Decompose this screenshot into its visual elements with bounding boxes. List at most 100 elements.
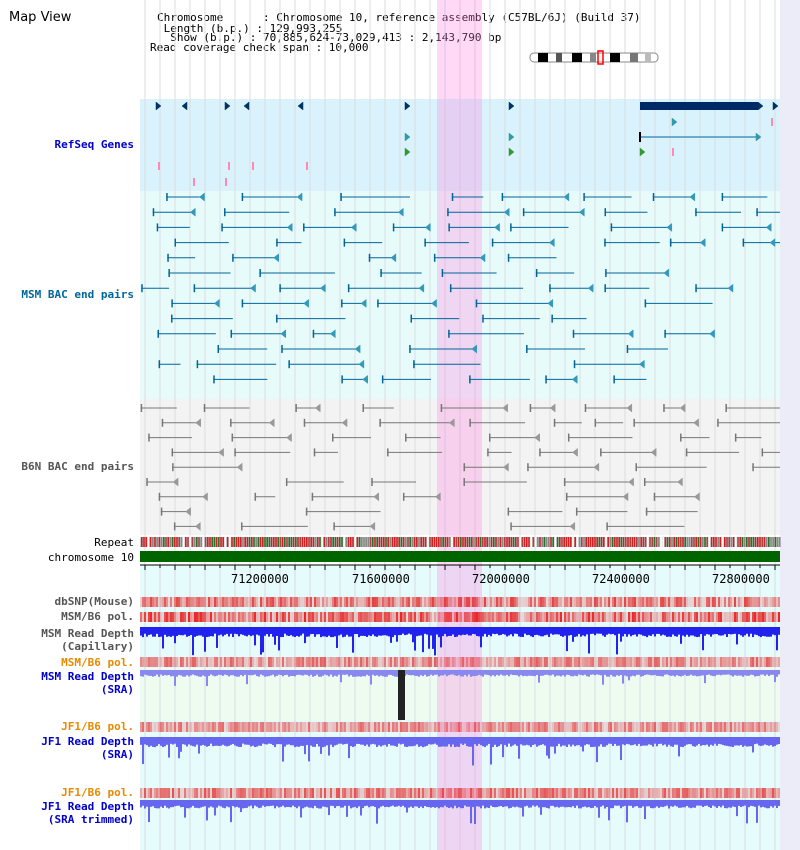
msm-b6-pol-heat-track-2[interactable] — [140, 657, 780, 667]
heat-cell — [466, 657, 468, 667]
jf1-b6-pol-heat-track-2[interactable] — [140, 788, 780, 798]
bac-arrow — [373, 492, 380, 502]
refseq-genes-label[interactable]: RefSeq Genes — [54, 138, 134, 151]
depth-bar — [706, 737, 708, 745]
depth-bar — [306, 670, 308, 675]
heat-cell — [340, 612, 342, 622]
depth-bar — [206, 737, 208, 747]
repeat-element — [427, 537, 429, 547]
heat-cell — [744, 722, 746, 732]
heat-cell — [284, 657, 286, 667]
refseq-gene-features[interactable] — [639, 102, 758, 142]
bac-end — [240, 522, 243, 531]
depth-bar — [298, 627, 300, 637]
depth-bar — [702, 800, 704, 808]
heat-cell — [496, 597, 498, 607]
heat-cell — [584, 597, 586, 607]
heat-cell — [696, 597, 698, 607]
heat-cell — [618, 788, 620, 798]
jf1-depth-trimmed-label[interactable]: JF1 Read Depth — [41, 800, 134, 813]
heat-cell — [544, 722, 546, 732]
heat-cell — [190, 722, 192, 732]
jf1-b6-pol-label-1[interactable]: JF1/B6 pol. — [61, 720, 134, 733]
jf1-depth-sra-label[interactable]: JF1 Read Depth — [41, 735, 134, 748]
repeat-element — [248, 537, 251, 547]
heat-cell — [412, 722, 414, 732]
heat-cell — [534, 788, 536, 798]
highlight-region[interactable] — [437, 0, 482, 850]
heat-cell — [150, 722, 152, 732]
heat-cell — [178, 788, 180, 798]
heat-cell — [366, 657, 368, 667]
heat-cell — [358, 722, 360, 732]
heat-cell — [434, 788, 436, 798]
jf1-b6-pol-heat-track-1[interactable] — [140, 722, 780, 732]
depth-bar — [296, 800, 298, 809]
bac-arrow — [268, 418, 275, 428]
heat-cell — [200, 597, 202, 607]
jf1-depth-trimmed-track[interactable] — [140, 800, 780, 824]
bac-end — [160, 507, 163, 516]
heat-cell — [274, 788, 276, 798]
b6n-bac-label[interactable]: B6N BAC end pairs — [21, 460, 134, 473]
jf1-b6-pol-label-2[interactable]: JF1/B6 pol. — [61, 786, 134, 799]
repeat-element — [512, 537, 515, 547]
heat-cell — [154, 722, 156, 732]
heat-cell — [576, 612, 578, 622]
depth-bar — [526, 737, 528, 745]
depth-bar — [476, 737, 478, 746]
msm-b6-pol-label-1[interactable]: MSM/B6 pol. — [61, 610, 134, 623]
depth-bar — [382, 737, 384, 746]
depth-bar — [336, 670, 338, 677]
msm-bac-pairs[interactable] — [141, 192, 780, 384]
heat-cell — [144, 657, 146, 667]
heat-cell — [148, 597, 150, 607]
heat-cell — [466, 597, 468, 607]
depth-bar — [762, 627, 764, 636]
depth-bar — [380, 737, 382, 747]
repeat-element — [589, 537, 592, 547]
dbsnp-heat-track[interactable] — [140, 597, 780, 607]
depth-bar — [646, 670, 648, 675]
depth-bar — [730, 737, 732, 747]
depth-bar — [422, 800, 424, 809]
repeat-element — [284, 537, 286, 547]
heat-cell — [384, 722, 386, 732]
depth-bar — [608, 627, 610, 634]
depth-bar — [276, 670, 278, 676]
chromosome-ideogram[interactable] — [529, 50, 659, 65]
heat-cell — [188, 722, 190, 732]
msm-depth-capillary-track[interactable] — [140, 627, 780, 656]
depth-bar — [330, 737, 332, 745]
heat-cell — [700, 788, 702, 798]
jf1-depth-sra-track[interactable] — [140, 737, 780, 766]
chromosome-bar[interactable] — [140, 551, 780, 562]
msm-depth-sra-track[interactable] — [140, 670, 780, 687]
heat-cell — [174, 612, 176, 622]
heat-cell — [756, 657, 758, 667]
msm-depth-sra-label[interactable]: MSM Read Depth — [41, 670, 134, 683]
heat-cell — [400, 657, 402, 667]
depth-bar — [680, 627, 682, 644]
msm-depth-capillary-label[interactable]: MSM Read Depth — [41, 627, 134, 640]
heat-cell — [260, 657, 262, 667]
dbsnp-label[interactable]: dbSNP(Mouse) — [54, 595, 134, 608]
depth-bar — [488, 627, 490, 635]
msm-bac-label[interactable]: MSM BAC end pairs — [21, 288, 134, 301]
heat-cell — [574, 657, 576, 667]
heat-cell — [276, 657, 278, 667]
depth-bar — [250, 737, 252, 747]
bac-end — [171, 448, 174, 457]
msm-b6-pol-label-2[interactable]: MSM/B6 pol. — [61, 656, 134, 669]
heat-cell — [534, 657, 536, 667]
bac-arrow — [689, 192, 696, 202]
refseq-gene-glyphs[interactable] — [155, 101, 779, 157]
b6n-bac-pairs[interactable] — [140, 403, 780, 531]
heat-cell — [184, 657, 186, 667]
repeat-track[interactable] — [140, 537, 781, 547]
heat-cell — [358, 788, 360, 798]
msm-b6-pol-heat-track-1[interactable] — [140, 612, 780, 622]
depth-bar — [776, 800, 778, 809]
heat-cell — [542, 657, 544, 667]
